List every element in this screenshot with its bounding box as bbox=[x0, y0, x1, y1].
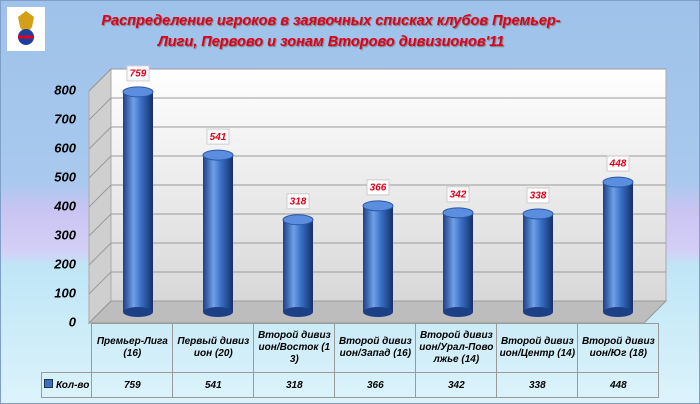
y-tick-label: 600 bbox=[54, 140, 76, 155]
bar-base bbox=[123, 307, 153, 317]
bar bbox=[603, 182, 633, 312]
grid-line-side bbox=[88, 97, 112, 121]
bar-base bbox=[523, 307, 553, 317]
bar-top bbox=[522, 208, 554, 220]
data-label: 759 bbox=[130, 69, 147, 80]
data-label-box bbox=[526, 187, 550, 204]
bar bbox=[523, 213, 553, 312]
bar-top bbox=[202, 149, 234, 161]
logo bbox=[7, 7, 45, 51]
grid-line-side bbox=[88, 213, 112, 237]
grid-line-side bbox=[88, 184, 112, 208]
bar-top bbox=[122, 86, 154, 98]
data-label-box bbox=[446, 186, 470, 203]
y-tick-label: 500 bbox=[54, 169, 76, 184]
x-tick-label: Первый дивизион (20) bbox=[172, 323, 255, 373]
bar-base bbox=[603, 307, 633, 317]
x-tick-label: Второй дивизион/Запад (16) bbox=[334, 323, 417, 373]
data-label-box bbox=[126, 65, 150, 82]
data-label: 318 bbox=[290, 196, 307, 207]
data-label-box bbox=[206, 128, 230, 145]
x-tick-label: Второй дивизион/Восток (13) bbox=[253, 323, 336, 373]
legend-entry: Кол-во bbox=[40, 372, 93, 398]
bar-base bbox=[203, 307, 233, 317]
y-tick-label: 300 bbox=[54, 227, 76, 242]
bar-base bbox=[363, 307, 393, 317]
bar bbox=[443, 212, 473, 312]
table-value: 318 bbox=[253, 372, 336, 398]
x-tick-label: Второй дивизион/Юг (18) bbox=[577, 323, 660, 373]
bar bbox=[283, 219, 313, 312]
table-value: 448 bbox=[577, 372, 660, 398]
table-value: 541 bbox=[172, 372, 255, 398]
x-tick-label: Второй дивизион/Урал-Поволжье (14) bbox=[415, 323, 498, 373]
legend-label: Кол-во bbox=[56, 380, 90, 391]
y-tick-label: 800 bbox=[54, 82, 76, 97]
y-tick-label: 100 bbox=[54, 285, 76, 300]
grid-line-side bbox=[88, 68, 112, 92]
data-label-box bbox=[606, 155, 630, 172]
bar-top bbox=[362, 200, 394, 212]
data-label: 342 bbox=[450, 189, 467, 200]
bar bbox=[363, 205, 393, 312]
bar-base bbox=[283, 307, 313, 317]
bar-base bbox=[443, 307, 473, 317]
table-value: 338 bbox=[496, 372, 579, 398]
legend-swatch bbox=[44, 379, 53, 388]
table-value: 366 bbox=[334, 372, 417, 398]
grid-line-side bbox=[88, 242, 112, 266]
table-value: 759 bbox=[91, 372, 174, 398]
data-label: 541 bbox=[210, 132, 227, 143]
bar-top bbox=[282, 214, 314, 226]
grid-line-side bbox=[88, 271, 112, 295]
y-tick-label: 400 bbox=[53, 198, 76, 213]
bar bbox=[203, 155, 233, 312]
data-label: 366 bbox=[370, 183, 387, 194]
data-label-box bbox=[366, 179, 390, 196]
chart-title: Распределение игроков в заявочных списка… bbox=[101, 13, 561, 50]
data-label: 448 bbox=[609, 159, 627, 170]
bar-top bbox=[602, 176, 634, 188]
y-tick-label: 700 bbox=[54, 111, 76, 126]
table-value: 342 bbox=[415, 372, 498, 398]
grid-line-side bbox=[88, 300, 112, 324]
grid-line-side bbox=[88, 126, 112, 150]
bar-top bbox=[442, 207, 474, 219]
blank bbox=[42, 324, 92, 373]
y-tick-label: 200 bbox=[53, 256, 76, 271]
x-tick-label: Премьер-Лига (16) bbox=[91, 323, 174, 373]
data-table: Премьер-Лига (16) Первый дивизион (20) Вто… bbox=[40, 323, 660, 398]
bar bbox=[123, 91, 153, 312]
y-tick-label: 0 bbox=[69, 314, 77, 329]
data-label-box bbox=[286, 193, 310, 210]
x-tick-label: Второй дивизион/Центр (14) bbox=[496, 323, 579, 373]
grid-line-side bbox=[88, 155, 112, 179]
data-label: 338 bbox=[530, 191, 547, 202]
